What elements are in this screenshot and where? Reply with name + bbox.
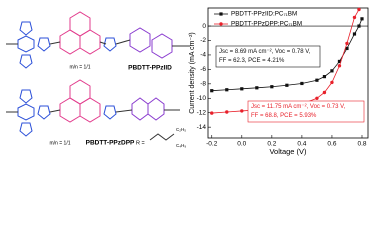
y-tick-label: -12 — [197, 109, 207, 116]
substituent: C₄H₉ — [176, 143, 186, 148]
bond — [99, 41, 107, 45]
marker — [240, 109, 244, 113]
marker — [285, 83, 289, 87]
marker — [255, 86, 259, 90]
legend-marker — [219, 12, 223, 16]
ratio: m/n = 1/1 — [70, 64, 91, 70]
ratio: m/n = 1/1 — [50, 140, 71, 146]
marker — [330, 69, 334, 73]
y-tick-label: -10 — [197, 95, 207, 102]
structures — [6, 11, 190, 141]
thiophene — [103, 105, 117, 120]
bond — [115, 109, 133, 113]
substituent: C₂H₅ — [176, 127, 186, 132]
x-axis-label: Voltage (V) — [269, 147, 307, 156]
bond — [49, 109, 61, 113]
y-tick-label: -14 — [197, 124, 207, 131]
marker — [337, 64, 342, 68]
pz-core — [59, 97, 81, 123]
marker — [337, 59, 342, 64]
pz-core — [79, 29, 101, 55]
bond — [115, 39, 131, 45]
legend-label: PBDTT-PPzIID:PC₇₁BM — [231, 11, 297, 18]
marker — [322, 90, 327, 95]
bdt-ring — [17, 103, 35, 121]
y-tick-label: 0 — [202, 23, 206, 30]
legend-label: PBDTT-PPzDPP:PC₇₁BM — [231, 21, 302, 28]
x-tick-label: 0.2 — [267, 141, 276, 148]
thiophene — [103, 37, 117, 52]
r-label: R = — [136, 140, 145, 146]
thiophene — [19, 89, 33, 104]
x-tick-label: -0.2 — [206, 141, 218, 148]
marker — [270, 85, 274, 89]
alkyl-chain — [149, 133, 175, 141]
thiophene — [37, 105, 51, 120]
marker — [225, 110, 229, 114]
thiophene — [19, 21, 33, 36]
iid-unit — [129, 27, 151, 53]
marker — [210, 111, 214, 115]
marker — [225, 88, 229, 92]
bdt-ring — [17, 35, 35, 53]
plot-frame — [207, 7, 369, 139]
jv-chart: -0.2 0.0 0.2 0.4 0.6 0.8 0 -2 -4 -6 -8 -10 -12 -14 Vol… — [189, 7, 369, 156]
polymer-name: PBDTT-PPzIID — [128, 65, 172, 72]
marker — [210, 89, 214, 93]
legend-marker — [219, 22, 223, 26]
marker — [330, 80, 334, 85]
marker — [315, 96, 319, 100]
pz-core — [69, 79, 91, 105]
annotation: Jsc = 11.75 mA cm⁻², Voc = 0.73 V, — [251, 104, 346, 110]
dpp-unit — [147, 97, 165, 121]
marker — [345, 41, 349, 46]
pz-core — [59, 29, 81, 55]
marker — [360, 17, 364, 21]
y-tick-label: -4 — [200, 52, 206, 59]
annotation: FF = 68.8, PCE = 5.93% — [251, 113, 317, 119]
thiophene — [19, 122, 33, 137]
x-tick-label: 0.0 — [237, 141, 246, 148]
y-tick-label: -8 — [200, 81, 206, 88]
x-tick-label: 0.8 — [357, 141, 366, 148]
x-tick-label: 0.6 — [327, 141, 336, 148]
iid-unit — [151, 33, 173, 59]
annotation-box — [247, 100, 365, 123]
thiophene — [37, 37, 51, 52]
annotation: Jsc = 8.69 mA cm⁻², Voc = 0.78 V, — [219, 49, 311, 55]
x-tick-label: 0.4 — [297, 141, 306, 148]
marker — [240, 87, 244, 91]
y-tick-label: -6 — [200, 66, 206, 73]
marker — [352, 32, 357, 36]
dpp-unit — [131, 97, 149, 121]
marker — [352, 15, 357, 20]
marker — [300, 81, 304, 86]
marker — [357, 7, 361, 12]
annotation-box — [215, 45, 321, 68]
thiophene — [19, 54, 33, 69]
marker — [322, 75, 327, 79]
marker — [315, 78, 319, 82]
marker — [357, 24, 361, 28]
y-tick-label: -2 — [200, 37, 206, 44]
bond — [49, 41, 61, 45]
polymer-name: PBDTT-PPzDPP — [86, 140, 135, 147]
marker — [345, 46, 349, 51]
pz-core — [69, 11, 91, 37]
pz-core — [79, 97, 101, 123]
annotation: FF = 62.3, PCE = 4.21% — [219, 58, 285, 64]
y-axis-label: Current density (mA cm⁻²) — [189, 32, 196, 114]
figure: m/n = 1/1 PBDTT-PPzIID m/n = 1/1 PBDTT-P… — [6, 7, 369, 156]
